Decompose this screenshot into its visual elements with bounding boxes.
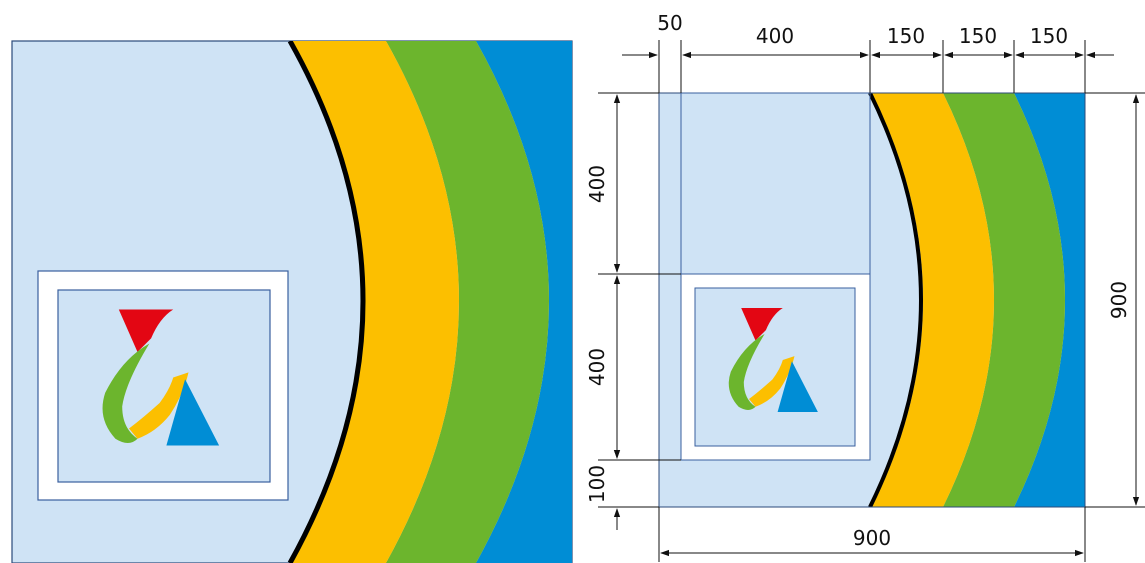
dim-top-150-b: 150 [959,24,997,48]
left-green-band [386,41,549,563]
left-blue-band [476,41,572,563]
right-green-band [943,93,1065,507]
dimension-lines [598,40,1145,562]
right-yellow-band [872,93,994,507]
left-sign-inner [57,289,271,483]
dim-top-150-c: 150 [1030,24,1068,48]
dim-bottom-900: 900 [853,526,891,550]
right-panel [658,92,1086,508]
dim-top-400: 400 [756,24,794,48]
right-blue-band [1014,93,1085,507]
right-black-curve [868,93,923,507]
dim-left-100: 100 [585,465,609,503]
dim-right-900: 900 [1107,281,1131,319]
right-panel-border [658,92,1086,508]
dimension-labels: 50 400 150 150 150 400 400 100 900 900 [585,11,1131,550]
left-black-curve [287,41,366,563]
left-panel [11,40,573,563]
dim-left-400-top: 400 [585,165,609,203]
left-yellow-band [292,41,459,563]
dim-left-400-bottom: 400 [585,348,609,386]
dim-top-50: 50 [657,11,682,35]
dim-top-150-a: 150 [887,24,925,48]
